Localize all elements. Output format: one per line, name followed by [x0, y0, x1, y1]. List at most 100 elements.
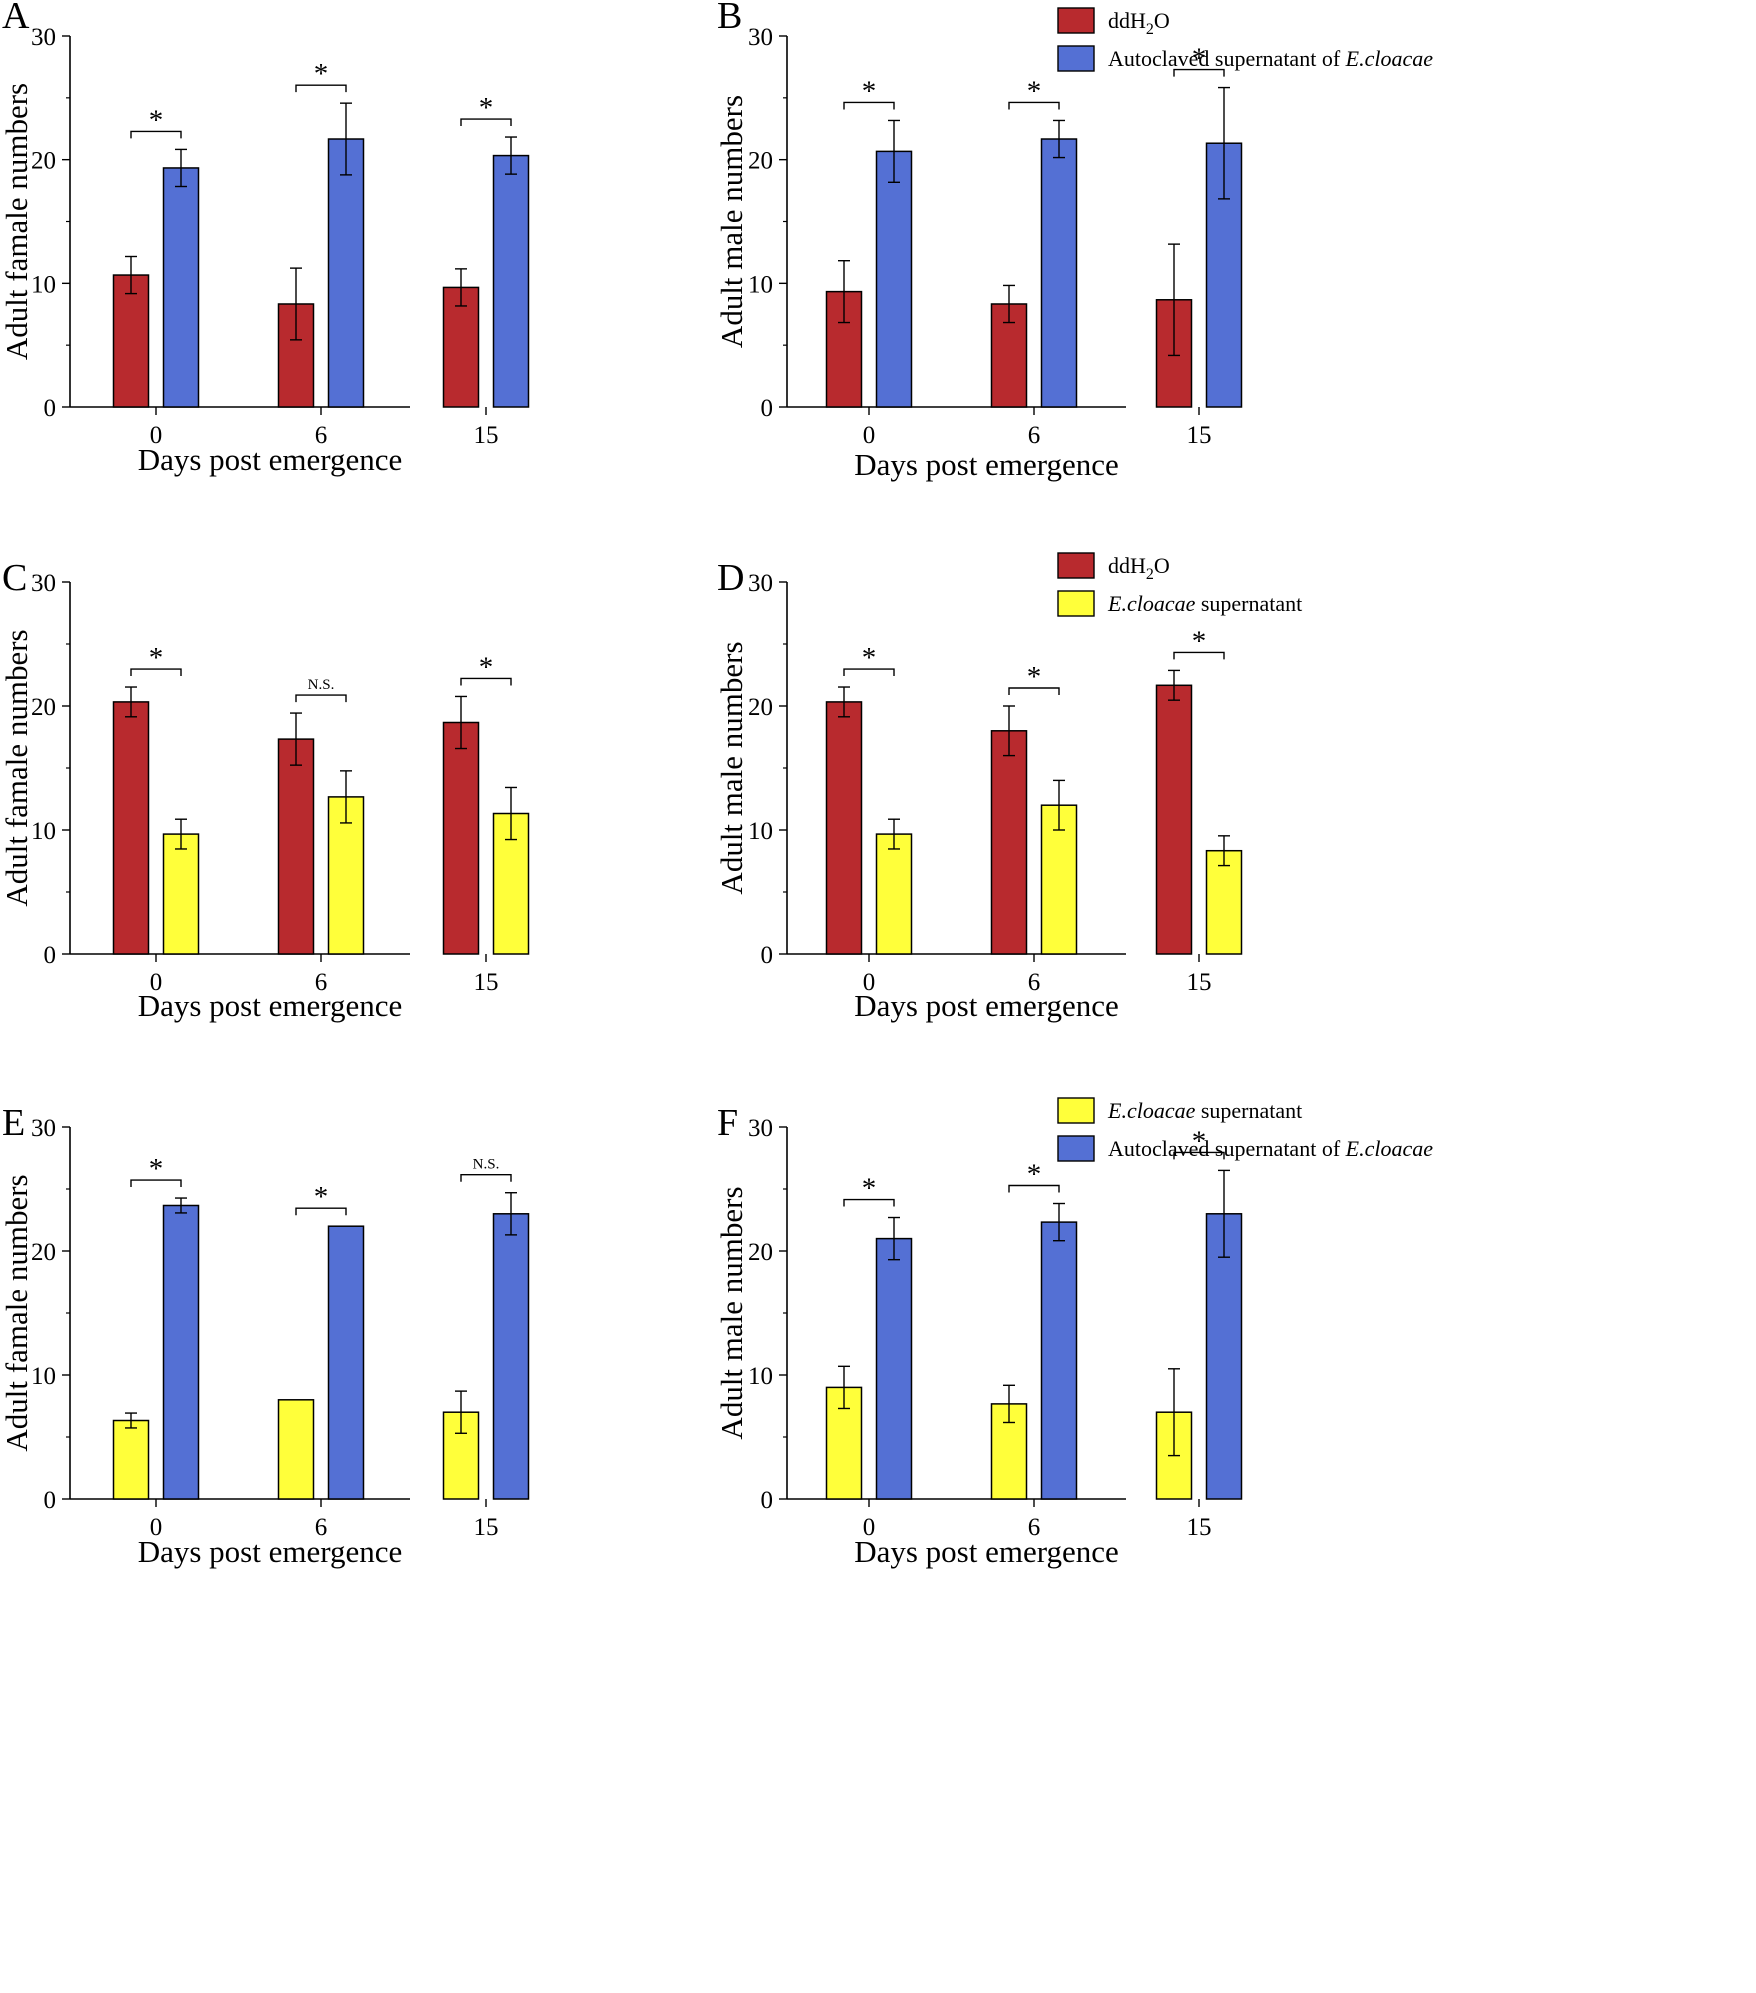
- bar: [112, 701, 150, 955]
- legend-swatch: [1057, 7, 1095, 34]
- significance-label: *: [149, 104, 164, 136]
- bar: [442, 721, 480, 955]
- bar: [875, 150, 913, 408]
- legend-label: E.cloacae supernatant: [1107, 591, 1302, 616]
- y-tick-label: 20: [748, 694, 773, 721]
- x-tick-label: 6: [1028, 1514, 1041, 1541]
- x-tick-label: 0: [150, 422, 163, 449]
- y-tick-label: 20: [31, 148, 56, 175]
- y-axis-title: Adult famale numbers: [0, 83, 34, 360]
- y-tick-label: 0: [761, 395, 774, 422]
- significance-label: *: [1027, 1159, 1042, 1191]
- panel-d: D 0 10 20 30 0 6 15 Days post emergence Adult mal…: [714, 552, 1302, 1023]
- panel-f: F 0 10 20 30 0 6 15 Days post emergence Adult mal…: [714, 1097, 1433, 1569]
- x-tick-label: 15: [474, 1514, 499, 1541]
- bar: [277, 738, 315, 955]
- significance-bracket: [295, 84, 347, 93]
- significance-bracket: [1173, 651, 1225, 660]
- y-axis-title: Adult male numbers: [714, 95, 749, 348]
- bar: [112, 274, 150, 408]
- x-axis-title: Days post emergence: [854, 447, 1119, 482]
- significance-bracket: [843, 101, 895, 110]
- y-tick-label: 0: [44, 395, 57, 422]
- significance-label: *: [1192, 43, 1207, 75]
- significance-label: *: [1192, 625, 1207, 657]
- legend-swatch: [1057, 1097, 1095, 1124]
- legend-label: ddH2O: [1108, 8, 1170, 38]
- x-tick-label: 6: [1028, 422, 1041, 449]
- y-tick-label: 0: [44, 1487, 57, 1514]
- y-axis-title: Adult male numbers: [714, 641, 749, 894]
- legend-label: Autoclaved supernatant of E.cloacae: [1108, 1136, 1433, 1161]
- x-tick-label: 0: [150, 969, 163, 996]
- y-tick-label: 20: [31, 1239, 56, 1266]
- x-tick-label: 15: [474, 422, 499, 449]
- significance-label: *: [1027, 75, 1042, 107]
- significance-bracket: [460, 1174, 512, 1182]
- bar: [162, 833, 200, 955]
- panel-b: B 0 10 20 30 0 6 15 Days post emergence Adult mal…: [714, 0, 1433, 482]
- significance-bracket: [1008, 1184, 1060, 1193]
- bar: [112, 1419, 150, 1500]
- bar: [1155, 684, 1193, 955]
- significance-bracket: [130, 1179, 182, 1188]
- panel-letter: E: [2, 1102, 25, 1144]
- legend: ddH2O Autoclaved supernatant of E.cloacae: [1057, 7, 1433, 72]
- bar: [442, 286, 480, 408]
- significance-label: *: [1192, 1125, 1207, 1157]
- legend: ddH2O E.cloacae supernatant: [1057, 552, 1302, 617]
- y-tick-label: 10: [748, 271, 773, 298]
- bar: [990, 730, 1028, 955]
- significance-label: *: [479, 651, 494, 683]
- bar: [327, 138, 365, 408]
- significance-label: *: [862, 642, 877, 674]
- bar: [875, 1237, 913, 1500]
- bar: [1205, 1213, 1243, 1500]
- y-tick-label: 10: [31, 818, 56, 845]
- legend-swatch: [1057, 45, 1095, 72]
- x-axis-title: Days post emergence: [138, 988, 403, 1023]
- bar: [492, 154, 530, 408]
- y-tick-label: 10: [748, 818, 773, 845]
- bar: [825, 701, 863, 955]
- significance-label: *: [314, 1181, 329, 1213]
- x-axis-title: Days post emergence: [854, 988, 1119, 1023]
- significance-bracket: [843, 1198, 895, 1207]
- legend-swatch: [1057, 590, 1095, 617]
- y-tick-label: 30: [31, 570, 56, 597]
- bar: [492, 1213, 530, 1500]
- bar: [162, 1204, 200, 1500]
- x-tick-label: 0: [150, 1514, 163, 1541]
- x-tick-label: 6: [315, 969, 328, 996]
- x-axis-title: Days post emergence: [854, 1534, 1119, 1569]
- significance-bracket: [1173, 68, 1225, 77]
- bar: [1205, 849, 1243, 955]
- y-tick-label: 20: [748, 1239, 773, 1266]
- x-tick-label: 0: [863, 422, 876, 449]
- y-tick-label: 10: [31, 271, 56, 298]
- x-axis-title: Days post emergence: [138, 442, 403, 477]
- significance-label: *: [862, 1173, 877, 1205]
- significance-label: *: [479, 92, 494, 124]
- significance-label: *: [149, 1153, 164, 1185]
- panel-c: C 0 10 20 30 0 6 15 Days post emergence Adult fam…: [0, 557, 530, 1023]
- y-axis-title: Adult male numbers: [714, 1186, 749, 1439]
- panel-letter: F: [717, 1102, 738, 1144]
- bar: [1040, 1221, 1078, 1500]
- y-axis-title: Adult famale numbers: [0, 629, 34, 906]
- y-tick-label: 30: [748, 1115, 773, 1142]
- x-axis-title: Days post emergence: [138, 1534, 403, 1569]
- y-tick-label: 0: [761, 1487, 774, 1514]
- bar: [277, 1399, 315, 1500]
- bar: [327, 1225, 365, 1500]
- legend: E.cloacae supernatant Autoclaved supernat…: [1057, 1097, 1433, 1162]
- y-tick-label: 30: [31, 24, 56, 51]
- x-tick-label: 0: [863, 969, 876, 996]
- x-tick-label: 15: [1187, 1514, 1212, 1541]
- x-tick-label: 15: [1187, 422, 1212, 449]
- y-tick-label: 30: [748, 570, 773, 597]
- legend-label: ddH2O: [1108, 553, 1170, 583]
- significance-label: *: [314, 58, 329, 90]
- x-tick-label: 15: [474, 969, 499, 996]
- bar: [875, 833, 913, 955]
